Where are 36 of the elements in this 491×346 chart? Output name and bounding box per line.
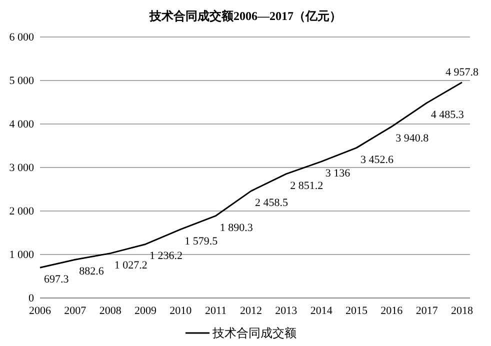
x-tick-label: 2014	[310, 304, 333, 317]
x-tick-label: 2013	[275, 304, 298, 317]
data-label: 3 940.8	[396, 132, 430, 145]
data-label: 697.3	[44, 274, 70, 286]
data-label: 1 027.2	[114, 259, 148, 272]
legend-label: 技术合同成交额	[212, 326, 296, 340]
x-tick-label: 2017	[416, 304, 438, 317]
x-tick-label: 2016	[380, 304, 404, 317]
y-tick-label: 4 000	[9, 118, 34, 131]
x-tick-label: 2010	[170, 304, 192, 317]
y-tick-label: 6 000	[9, 32, 34, 44]
data-label: 1 236.2	[150, 250, 182, 262]
data-label: 4 485.3	[430, 108, 464, 121]
y-tick-label: 2 000	[9, 206, 34, 218]
y-tick-label: 0	[28, 292, 34, 305]
x-tick-label: 2018	[451, 304, 474, 317]
data-label: 4 957.8	[446, 66, 479, 78]
y-tick-label: 3 000	[9, 162, 34, 174]
data-label: 3 136	[325, 168, 351, 180]
x-tick-label: 2008	[99, 304, 122, 317]
x-tick-label: 2009	[134, 304, 157, 317]
chart-title: 技术合同成交额2006—2017（亿元）	[148, 9, 342, 23]
y-tick-label: 1 000	[9, 249, 34, 262]
x-tick-label: 2012	[240, 304, 262, 317]
data-label: 2 458.5	[255, 197, 288, 210]
data-label: 1 579.5	[184, 235, 218, 248]
x-tick-label: 2011	[205, 304, 227, 317]
x-tick-label: 2007	[64, 304, 87, 317]
data-label: 1 890.3	[220, 222, 254, 234]
data-label: 3 452.6	[360, 154, 394, 166]
x-tick-label: 2006	[29, 304, 52, 317]
line-series	[39, 82, 463, 268]
x-tick-label: 2015	[346, 304, 368, 317]
data-label: 882.6	[79, 266, 104, 278]
y-tick-label: 5 000	[9, 75, 34, 88]
data-label: 2 851.2	[290, 180, 324, 192]
